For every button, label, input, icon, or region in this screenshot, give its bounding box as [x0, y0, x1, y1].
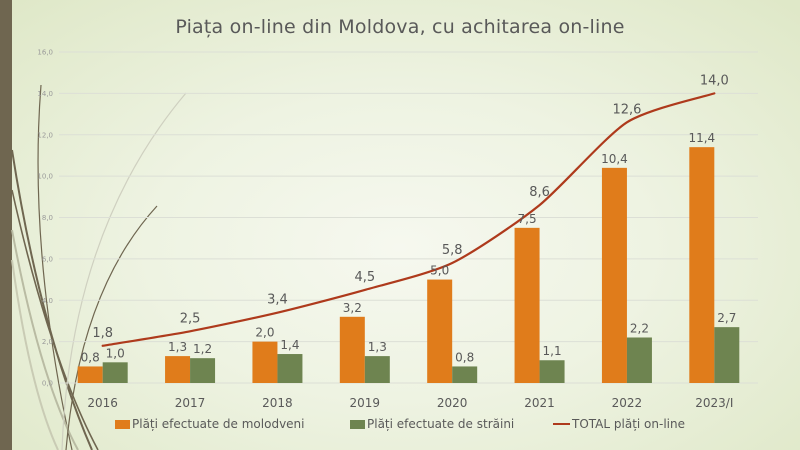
y-tick-label: 0,0 [42, 380, 53, 388]
decor-curve [11, 259, 59, 450]
data-label-moldoveni: 10,4 [601, 152, 628, 166]
data-label-total: 3,4 [267, 293, 288, 308]
y-tick-label: 4,0 [42, 297, 53, 305]
y-tick-label: 16,0 [37, 49, 53, 57]
data-label-straini: 1,0 [106, 346, 125, 360]
data-label-moldoveni: 0,8 [81, 350, 100, 364]
y-tick-label: 6,0 [42, 255, 53, 263]
red-line-icon [553, 423, 570, 425]
data-label-straini: 1,3 [368, 340, 387, 354]
data-label-straini: 1,1 [543, 344, 562, 358]
bar-straini [102, 362, 128, 383]
decor-curve [61, 92, 187, 450]
y-tick-label: 12,0 [37, 131, 53, 139]
decor-curve [11, 229, 79, 450]
decor-curve [37, 84, 73, 450]
data-label-total: 1,8 [92, 326, 113, 341]
orange-square-icon [115, 419, 130, 429]
bar-moldoveni [252, 341, 278, 383]
bar-straini [539, 360, 565, 383]
legend-label: Plăți efectuate de molodveni [132, 417, 305, 431]
data-label-moldoveni: 1,3 [168, 340, 187, 354]
bar-straini [452, 366, 478, 383]
decor-curve [11, 149, 93, 450]
legend-item-total: TOTAL plăți on-line [553, 417, 685, 431]
x-tick-label: 2016 [87, 396, 118, 410]
legend-item-moldoveni: Plăți efectuate de molodveni [115, 417, 305, 431]
data-label-moldoveni: 3,2 [343, 301, 362, 315]
bar-moldoveni [689, 147, 715, 383]
data-label-moldoveni: 5,0 [430, 264, 449, 278]
data-label-straini: 2,7 [717, 311, 736, 325]
data-label-straini: 0,8 [455, 350, 474, 364]
decor-curve [11, 189, 99, 450]
x-tick-label: 2019 [350, 396, 381, 410]
bar-moldoveni [514, 227, 540, 383]
bar-moldoveni [77, 366, 103, 383]
data-label-total: 8,6 [529, 185, 550, 200]
data-label-straini: 1,4 [280, 338, 299, 352]
y-tick-label: 14,0 [37, 90, 53, 98]
data-label-total: 4,5 [354, 270, 375, 285]
bar-moldoveni [427, 279, 453, 383]
data-label-moldoveni: 11,4 [688, 131, 715, 145]
x-tick-label: 2020 [437, 396, 468, 410]
bar-straini [626, 337, 652, 383]
data-label-moldoveni: 2,0 [255, 326, 274, 340]
y-tick-label: 2,0 [42, 338, 53, 346]
bar-straini [714, 327, 740, 383]
y-tick-label: 10,0 [37, 173, 53, 181]
bar-straini [190, 358, 216, 383]
bar-straini [364, 356, 390, 383]
bar-moldoveni [165, 356, 191, 383]
y-tick-label: 8,0 [42, 214, 53, 222]
side-accent-bar [0, 0, 12, 450]
x-tick-label: 2023/I [695, 396, 733, 410]
legend-label: TOTAL plăți on-line [572, 417, 685, 431]
legend-label: Plăți efectuate de străini [367, 417, 515, 431]
decor-curve [65, 205, 158, 450]
line-total [101, 92, 716, 347]
data-label-total: 5,8 [442, 243, 463, 258]
bar-moldoveni [339, 316, 365, 383]
data-label-total: 12,6 [612, 102, 641, 117]
chart-title: Piața on-line din Moldova, cu achitarea … [175, 16, 625, 38]
x-tick-label: 2022 [612, 396, 643, 410]
data-label-straini: 2,2 [630, 321, 649, 335]
data-label-total: 14,0 [700, 73, 729, 88]
data-label-moldoveni: 7,5 [518, 212, 537, 226]
bar-moldoveni [601, 167, 627, 383]
data-label-total: 2,5 [180, 311, 201, 326]
data-label-straini: 1,2 [193, 342, 212, 356]
green-square-icon [350, 419, 365, 429]
x-tick-label: 2021 [524, 396, 555, 410]
x-tick-label: 2018 [262, 396, 293, 410]
legend-item-straini: Plăți efectuate de străini [350, 417, 514, 431]
chart-legend: Plăți efectuate de molodveni Plăți efect… [0, 417, 800, 435]
x-tick-label: 2017 [175, 396, 206, 410]
bar-straini [277, 354, 303, 383]
